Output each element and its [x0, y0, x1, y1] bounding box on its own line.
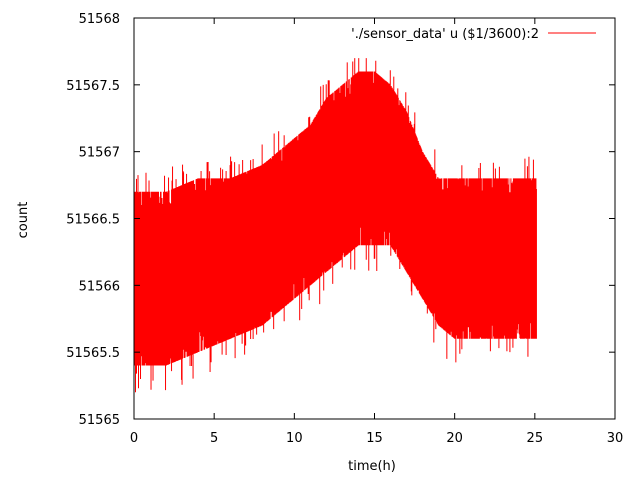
x-axis-label: time(h) — [348, 459, 396, 474]
x-tick-label: 25 — [527, 431, 544, 446]
x-tick-label: 0 — [130, 431, 138, 446]
y-tick-label: 51566 — [79, 279, 120, 294]
y-tick-label: 51566.5 — [66, 213, 120, 228]
x-tick-label: 5 — [210, 431, 218, 446]
x-tick-label: 20 — [446, 431, 463, 446]
x-tick-label: 30 — [607, 431, 624, 446]
ticks-layer: 0 5 10 15 20 25 30 51565 51565.5 51566 51566.5 5156… — [66, 12, 623, 446]
y-axis-label: count — [16, 202, 31, 239]
x-tick-label: 10 — [286, 431, 303, 446]
x-tick-label: 15 — [366, 431, 383, 446]
y-tick-label: 51568 — [79, 12, 120, 27]
y-tick-label: 51567 — [79, 146, 120, 161]
y-tick-label: 51567.5 — [66, 79, 120, 94]
y-tick-label: 51565 — [79, 413, 120, 428]
legend: './sensor_data' u ($1/3600):2 — [351, 27, 596, 42]
legend-label: './sensor_data' u ($1/3600):2 — [351, 27, 539, 42]
y-tick-label: 51565.5 — [66, 346, 120, 361]
